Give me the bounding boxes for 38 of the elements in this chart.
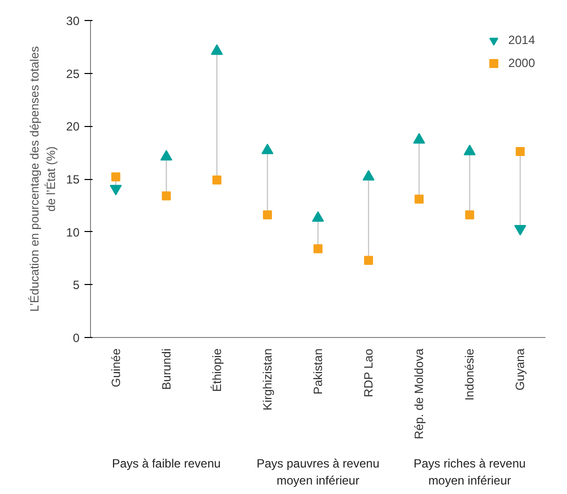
point [314, 244, 322, 254]
point [414, 194, 424, 204]
legend-label: 2014 [508, 33, 535, 47]
y-axis-title: L’Éducation en pourcentage des dépenses totales de l’État (%) [27, 46, 58, 312]
point [364, 256, 374, 265]
x-tick-label: RDP Lao [362, 348, 376, 398]
point [162, 191, 171, 200]
point [261, 144, 274, 154]
y-tick-label: 10 [66, 225, 80, 240]
y-tick-label: 0 [72, 331, 80, 345]
text: Pays pauvres à revenu moyen inférieur [256, 456, 380, 488]
point [262, 210, 272, 220]
point [516, 147, 525, 156]
x-tick-label: Kirghizistan [260, 348, 274, 411]
x-tick-label: Guyana [513, 348, 528, 391]
x-tick-label: Indonésie [462, 348, 477, 401]
y-tick-label: 20 [66, 120, 80, 134]
y-tick-label: 25 [66, 66, 80, 81]
legend-label: 2000 [508, 56, 535, 70]
point [413, 133, 426, 144]
point [362, 170, 375, 181]
point [210, 44, 223, 55]
point [111, 172, 120, 182]
text: Pays à faible revenu [112, 456, 221, 470]
x-tick-label: Éthiopie [210, 348, 224, 392]
x-tick-label: Burundi [159, 348, 174, 390]
x-tick-label: Rép. de Moldova [412, 348, 426, 440]
point [212, 176, 222, 185]
point [464, 144, 476, 156]
y-tick-label: 30 [66, 14, 80, 28]
point [312, 211, 324, 222]
point [465, 210, 474, 220]
x-tick-label: Pakistan [311, 348, 325, 395]
text: Pays riches à revenu moyen inférieur [414, 456, 526, 488]
y-tick-label: 5 [72, 278, 80, 292]
x-tick-label: Guinée [108, 348, 123, 388]
point [160, 150, 172, 160]
y-tick-label: 15 [66, 172, 80, 186]
